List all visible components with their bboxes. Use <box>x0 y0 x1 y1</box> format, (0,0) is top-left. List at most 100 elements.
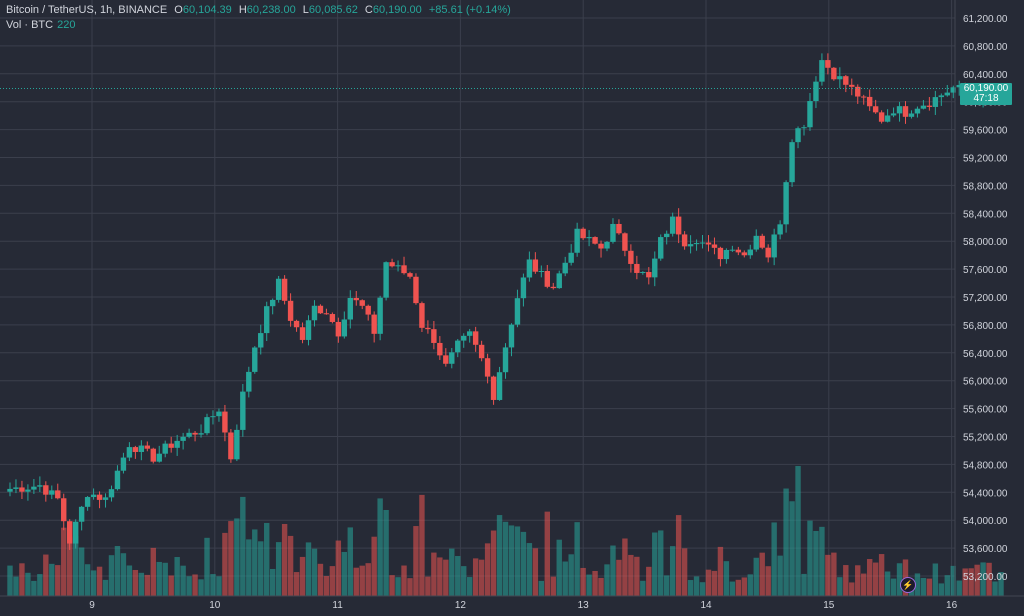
volume-bar <box>789 501 795 596</box>
time-tick-label: 15 <box>823 600 835 611</box>
candle-body <box>705 242 712 245</box>
open-label: O <box>174 4 183 16</box>
last-price-tag: 60,190.00 47:18 <box>960 83 1012 105</box>
volume-bar <box>837 577 843 596</box>
volume-bar <box>992 581 998 596</box>
volume-bar <box>658 530 664 596</box>
volume-bar <box>180 565 186 596</box>
candle-body <box>37 485 43 487</box>
volume-bar <box>425 576 431 596</box>
volume-bar <box>419 494 425 596</box>
volume-bar <box>72 536 79 596</box>
volume-bar <box>174 557 180 596</box>
volume-bar <box>646 566 652 596</box>
high-value: 60,238.00 <box>246 4 296 16</box>
volume-bar <box>825 554 831 596</box>
volume-bar <box>317 563 324 596</box>
candle-body <box>84 497 91 507</box>
price-tick-label: 58,400.00 <box>963 209 1008 220</box>
candle-body <box>729 249 736 251</box>
volume-bar <box>801 573 807 596</box>
symbol-title[interactable]: Bitcoin / TetherUS, 1h, BINANCE <box>6 4 168 16</box>
volume-bar <box>311 548 318 596</box>
candle-body <box>90 494 97 498</box>
volume-bar <box>186 576 192 596</box>
volume-bar <box>878 554 885 596</box>
time-tick-label: 13 <box>578 600 590 611</box>
volume-bar <box>855 565 861 596</box>
volume-bar <box>437 557 443 596</box>
volume-bar <box>914 573 921 596</box>
volume-bar <box>431 552 437 596</box>
candle-body <box>461 335 467 341</box>
volume-bar <box>377 498 383 596</box>
volume-bar <box>652 532 658 596</box>
candle-body <box>168 443 174 448</box>
candle-body <box>198 433 204 435</box>
candle-body <box>466 331 473 336</box>
candle-body <box>150 448 156 462</box>
volume-bar <box>455 556 461 596</box>
volume-bar <box>228 521 234 596</box>
price-tick-label: 61,200.00 <box>963 14 1008 25</box>
candle-body <box>407 273 413 277</box>
candle-body <box>807 101 813 128</box>
candle-body <box>484 358 491 377</box>
candle-body <box>652 258 658 278</box>
volume-bar <box>998 572 1004 596</box>
volume-bar <box>43 554 49 596</box>
candle-body <box>389 262 395 267</box>
volume-bar <box>580 567 586 596</box>
volume-bar <box>55 565 61 596</box>
candle-body <box>544 270 550 287</box>
price-tick-label: 57,600.00 <box>963 265 1008 276</box>
volume-bar <box>562 561 568 596</box>
volume-bar <box>287 535 294 596</box>
volume-bar <box>544 511 550 596</box>
candle-body <box>628 250 634 264</box>
candle-body <box>861 96 867 98</box>
volume-bar <box>884 571 891 596</box>
candle-body <box>526 259 533 278</box>
candle-body <box>299 327 306 340</box>
candle-body <box>831 67 837 80</box>
candle-body <box>855 86 861 97</box>
last-price-value: 60,190.00 <box>963 83 1009 94</box>
price-tick-label: 54,800.00 <box>963 460 1008 471</box>
volume-bar <box>980 562 986 596</box>
candle-body <box>747 249 753 256</box>
volume-bar <box>532 548 539 596</box>
candle-body <box>532 259 539 272</box>
candle-body <box>347 297 353 320</box>
volume-bar <box>520 531 527 596</box>
volume-bar <box>90 570 97 596</box>
volume-bar <box>777 555 783 596</box>
candle-body <box>13 487 19 489</box>
volume-bar <box>389 575 395 596</box>
candle-body <box>246 371 252 392</box>
volume-bar <box>102 579 109 596</box>
time-tick-label: 9 <box>89 600 95 611</box>
candle-body <box>783 182 789 225</box>
volume-bar <box>466 577 473 596</box>
candle-body <box>771 234 777 258</box>
candle-body <box>443 355 449 364</box>
candle-body <box>96 494 103 500</box>
candle-body <box>311 305 318 321</box>
volume-bar <box>7 565 13 596</box>
time-axis[interactable]: 9 10 11 12 13 14 15 16 <box>89 600 957 611</box>
volume-label[interactable]: Vol · BTC <box>6 19 54 31</box>
candle-body <box>717 247 724 260</box>
lightning-icon[interactable]: ⚡ <box>900 577 916 593</box>
price-tick-label: 57,200.00 <box>963 293 1008 304</box>
price-tick-label: 56,400.00 <box>963 349 1008 360</box>
volume-bar <box>150 547 156 596</box>
volume-bar <box>371 536 377 596</box>
volume-bar <box>49 563 55 596</box>
candle-body <box>210 416 216 418</box>
candle-body <box>759 235 765 248</box>
candle-body <box>490 376 497 400</box>
volume-bar <box>843 565 849 596</box>
close-label: C <box>364 4 373 16</box>
